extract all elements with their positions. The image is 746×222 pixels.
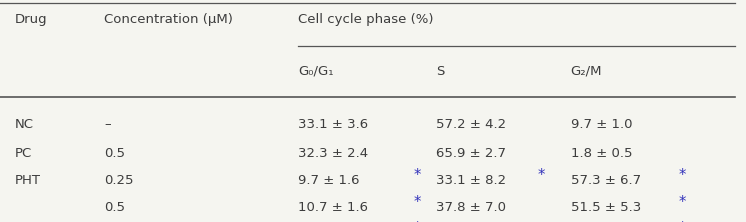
Text: 57.2 ± 4.2: 57.2 ± 4.2 (436, 118, 507, 131)
Text: 32.3 ± 2.4: 32.3 ± 2.4 (298, 147, 369, 160)
Text: 1.8 ± 0.5: 1.8 ± 0.5 (571, 147, 632, 160)
Text: 9.7 ± 1.6: 9.7 ± 1.6 (298, 174, 360, 187)
Text: S: S (436, 65, 445, 77)
Text: G₂/M: G₂/M (571, 65, 602, 77)
Text: *: * (537, 168, 545, 183)
Text: 0.5: 0.5 (104, 201, 125, 214)
Text: Cell cycle phase (%): Cell cycle phase (%) (298, 14, 434, 26)
Text: PHT: PHT (15, 174, 41, 187)
Text: 65.9 ± 2.7: 65.9 ± 2.7 (436, 147, 507, 160)
Text: Drug: Drug (15, 14, 48, 26)
Text: 37.8 ± 7.0: 37.8 ± 7.0 (436, 201, 507, 214)
Text: PC: PC (15, 147, 32, 160)
Text: 33.1 ± 8.2: 33.1 ± 8.2 (436, 174, 507, 187)
Text: *: * (414, 168, 421, 183)
Text: 9.7 ± 1.0: 9.7 ± 1.0 (571, 118, 632, 131)
Text: *: * (679, 194, 686, 210)
Text: *: * (414, 221, 421, 222)
Text: 0.5: 0.5 (104, 147, 125, 160)
Text: Concentration (μM): Concentration (μM) (104, 14, 233, 26)
Text: G₀/G₁: G₀/G₁ (298, 65, 334, 77)
Text: –: – (104, 118, 111, 131)
Text: 33.1 ± 3.6: 33.1 ± 3.6 (298, 118, 369, 131)
Text: 51.5 ± 5.3: 51.5 ± 5.3 (571, 201, 641, 214)
Text: NC: NC (15, 118, 34, 131)
Text: 10.7 ± 1.6: 10.7 ± 1.6 (298, 201, 369, 214)
Text: 57.3 ± 6.7: 57.3 ± 6.7 (571, 174, 641, 187)
Text: *: * (414, 194, 421, 210)
Text: *: * (679, 168, 686, 183)
Text: 0.25: 0.25 (104, 174, 134, 187)
Text: *: * (679, 221, 686, 222)
